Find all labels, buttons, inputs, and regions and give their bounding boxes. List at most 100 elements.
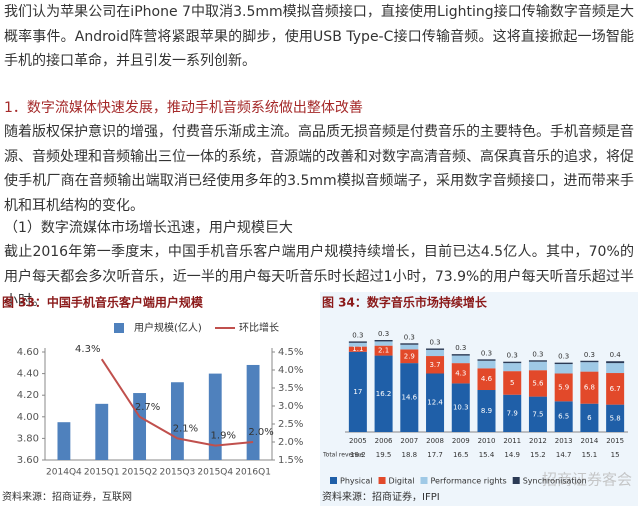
bar <box>95 403 109 460</box>
data-label: 0.3 <box>584 351 595 359</box>
bar-segment <box>503 361 522 364</box>
bar-segment <box>400 363 419 432</box>
data-label: 0.3 <box>429 338 440 346</box>
total-value: 15.1 <box>582 451 598 459</box>
bar-segment <box>426 356 445 374</box>
total-value: 14.7 <box>556 451 572 459</box>
figure-title: 图 34：数字音乐市场持续增长 <box>322 295 488 310</box>
data-label: 1.9% <box>211 431 236 442</box>
data-label: 6.5 <box>558 413 569 421</box>
data-label: 0.3 <box>532 350 543 358</box>
bar <box>133 393 147 460</box>
data-label: 6.7 <box>610 385 621 393</box>
data-label: 17 <box>353 388 362 396</box>
data-label: 0.3 <box>507 352 518 360</box>
y-tick-label: 4.60 <box>17 347 39 358</box>
y-tick-label: 4.40 <box>17 369 39 380</box>
data-label: 10.3 <box>453 404 469 412</box>
x-tick-label: 2007 <box>400 437 418 445</box>
data-label: 5 <box>510 379 514 387</box>
bar <box>208 373 222 460</box>
bar-segment <box>477 359 496 361</box>
data-label: 3.7 <box>429 361 440 369</box>
source: 资料来源：招商证券，IFPI <box>322 490 440 503</box>
x-tick-label: 2013 <box>555 437 573 445</box>
bar-segment <box>503 371 522 395</box>
data-label: 0.3 <box>481 349 492 357</box>
bar-segment <box>580 371 599 404</box>
y-tick-label: 4.20 <box>17 390 39 401</box>
data-label: 0.4 <box>610 351 622 359</box>
total-value: 15 <box>611 451 620 459</box>
x-tick-label: 2005 <box>349 437 367 445</box>
data-label: 1.1 <box>352 345 363 353</box>
subheading: （1）数字流媒体市场增长迅速，用户规模巨大 <box>4 220 293 236</box>
y2-tick-label: 3.0% <box>278 401 303 412</box>
bar-segment <box>554 362 573 365</box>
paragraph: 我们认为苹果公司在iPhone 7中取消3.5mm模拟音频接口，直接使用Ligh… <box>4 4 634 69</box>
bar-segment <box>348 341 367 343</box>
bar <box>246 364 260 460</box>
bar <box>170 382 184 460</box>
bar-segment <box>400 349 419 364</box>
data-label: 6.8 <box>584 384 595 392</box>
bar-segment <box>451 355 470 364</box>
x-tick-label: 2010 <box>478 437 496 445</box>
y2-tick-label: 4.0% <box>278 365 303 376</box>
bar-segment <box>374 341 393 346</box>
source: 资料来源：招商证券，互联网 <box>2 490 132 503</box>
data-label: 2.7% <box>135 402 160 413</box>
bar-segment <box>426 348 445 350</box>
bar-segment <box>374 355 393 432</box>
total-value: 15.4 <box>479 451 495 459</box>
bar-segment <box>580 403 599 432</box>
y2-tick-label: 2.0% <box>278 437 303 448</box>
data-label: 12.4 <box>427 399 443 407</box>
bar-segment <box>528 360 547 362</box>
bar-segment <box>528 361 547 371</box>
bar-segment <box>580 362 599 372</box>
bar-segment <box>451 354 470 356</box>
data-label: 0.3 <box>455 344 466 352</box>
data-label: 0.3 <box>404 333 415 341</box>
total-value: 19.2 <box>350 451 366 459</box>
total-value: 19.5 <box>376 451 392 459</box>
bar-segment <box>503 394 522 432</box>
x-tick-label: 2016Q1 <box>235 468 271 478</box>
legend-swatch <box>330 477 337 484</box>
bar-segment <box>348 351 367 432</box>
data-label: 5.6 <box>532 379 544 387</box>
bar-segment <box>606 404 625 432</box>
total-value: 15.2 <box>530 451 546 459</box>
data-label: 2.9 <box>404 352 415 360</box>
x-tick-label: 2015Q1 <box>84 468 120 478</box>
total-value: 18.8 <box>402 451 418 459</box>
bar-segment <box>426 349 445 357</box>
bar-segment <box>477 390 496 432</box>
bar-segment <box>554 373 573 402</box>
data-label: 0.3 <box>378 330 389 338</box>
legend-label: Physical <box>340 477 373 486</box>
y-tick-label: 4.00 <box>17 412 39 423</box>
x-tick-label: 2015Q4 <box>197 468 233 478</box>
bar-segment <box>554 401 573 432</box>
y2-tick-label: 3.5% <box>278 383 303 394</box>
bar-segment <box>477 360 496 369</box>
legend-swatch <box>114 323 124 333</box>
bar-segment <box>400 344 419 350</box>
line <box>100 358 254 447</box>
data-label: 14.6 <box>402 394 418 402</box>
data-label: 2.1 <box>378 347 389 355</box>
paragraph: 随着版权保护意识的增强，付费音乐渐成主流。高品质无损音频是付费音乐的主要特色。手… <box>4 124 634 214</box>
data-label: 8.9 <box>481 407 492 415</box>
y-tick-label: 3.80 <box>17 433 39 444</box>
total-value: 16.5 <box>453 451 469 459</box>
y2-tick-label: 2.5% <box>278 419 303 430</box>
data-label: 4.6 <box>481 375 493 383</box>
legend-swatch <box>378 477 386 484</box>
legend-label: 环比增长 <box>239 321 279 334</box>
data-label: 7.5 <box>532 410 543 418</box>
legend-label: Performance rights <box>431 477 507 486</box>
legend-label: Synchronisation <box>523 477 587 486</box>
bar-segment <box>503 363 522 372</box>
